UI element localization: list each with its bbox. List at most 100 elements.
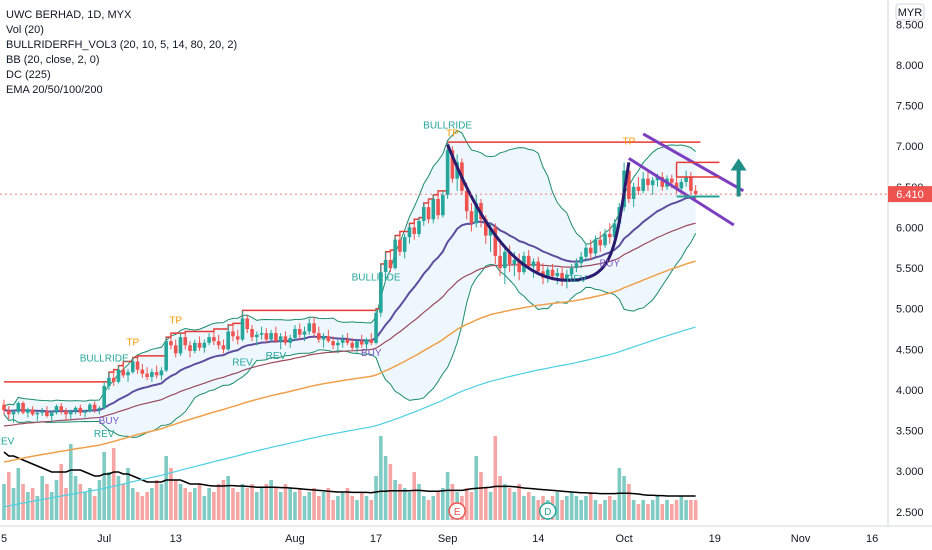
currency-badge[interactable]: MYR: [895, 3, 925, 21]
volume-bar: [302, 496, 307, 520]
volume-bar: [641, 500, 645, 520]
volume-bar: [379, 436, 383, 520]
candle: [331, 336, 335, 350]
volume-bar: [612, 500, 617, 520]
candle-body: [193, 342, 197, 351]
volume-bar: [121, 484, 126, 520]
volume-bar: [107, 472, 111, 520]
candle-body: [545, 269, 550, 278]
signal-label-rev: REV: [94, 429, 115, 440]
event-marker[interactable]: E: [448, 502, 466, 520]
volume-bar: [45, 484, 49, 520]
volume-bar: [59, 464, 64, 520]
signal-label-buy: BUY: [361, 348, 382, 359]
candle: [59, 402, 64, 415]
candle-body: [130, 361, 135, 373]
candle-body: [464, 190, 469, 212]
candle-body: [579, 256, 583, 264]
signal-label-rev: REV: [266, 351, 287, 362]
signal-label-tp: TP: [126, 337, 139, 348]
legend-item-bullrider[interactable]: BULLRIDERFH_VOL3 (20, 10, 5, 14, 80, 20,…: [6, 39, 238, 51]
candle-body: [235, 336, 240, 340]
candle: [297, 323, 302, 340]
legend-item-bollinger[interactable]: BB (20, close, 2, 0): [6, 54, 100, 66]
candle-body: [11, 411, 16, 415]
candle: [684, 170, 688, 187]
volume-bar: [240, 484, 245, 520]
candle: [164, 337, 168, 373]
volume-bar: [188, 492, 192, 520]
candle: [159, 367, 164, 381]
volume-bar: [326, 488, 331, 520]
volume-bar: [374, 476, 378, 520]
candle: [350, 337, 355, 351]
candle: [593, 235, 598, 256]
legend-item-donchian[interactable]: DC (225): [6, 69, 51, 81]
currency-label: MYR: [898, 7, 923, 19]
candle-body: [312, 323, 316, 334]
candle: [531, 258, 536, 278]
candle: [221, 339, 226, 354]
volume-bar: [183, 488, 188, 520]
candle: [421, 203, 426, 226]
candle-body: [16, 402, 21, 412]
candle-body: [35, 412, 40, 415]
candle: [255, 331, 259, 346]
candle-body: [417, 220, 421, 234]
legend-item-ema[interactable]: EMA 20/50/100/200: [6, 84, 103, 96]
candle: [407, 223, 412, 244]
candle-body: [178, 337, 183, 354]
volume-bar: [150, 488, 154, 520]
volume-bar: [650, 500, 655, 520]
volume-bar: [250, 484, 254, 520]
candle-body: [421, 207, 426, 221]
candle-body: [345, 339, 350, 343]
candle-body: [154, 372, 159, 376]
candle: [402, 233, 407, 259]
volume-bar: [579, 500, 583, 520]
candle-body: [684, 177, 688, 182]
candle: [150, 368, 154, 382]
candle-body: [121, 369, 126, 376]
chart-title[interactable]: UWC BERHAD, 1D, MYX: [6, 9, 132, 21]
candle-body: [650, 180, 655, 186]
volume-bar: [565, 496, 569, 520]
candle: [68, 409, 73, 420]
candle-body: [264, 333, 269, 340]
y-tick-label: 8.500: [896, 19, 924, 31]
candle: [569, 264, 574, 278]
y-tick-label: 2.500: [896, 507, 924, 519]
volume-bar: [78, 484, 83, 520]
signal-label-rev: REV: [0, 436, 15, 447]
candle: [102, 381, 106, 410]
volume-bar: [393, 480, 397, 520]
volume-bar: [536, 500, 541, 520]
candle-body: [30, 409, 35, 415]
event-marker[interactable]: D: [539, 502, 557, 520]
candle-body: [321, 336, 326, 340]
candle-body: [627, 170, 631, 199]
legend-item-volume[interactable]: Vol (20): [6, 24, 44, 36]
volume-bar: [64, 488, 68, 520]
volume-bar: [493, 436, 498, 520]
candle: [598, 231, 603, 252]
candle: [441, 190, 445, 218]
candle-body: [374, 312, 378, 343]
volume-bar: [646, 504, 650, 520]
candle-body: [297, 329, 302, 335]
x-tick-label: 5: [1, 533, 7, 545]
volume-bar: [684, 500, 688, 520]
volume-bar: [598, 504, 603, 520]
y-tick-label: 5.500: [896, 263, 924, 275]
candle-body: [183, 337, 188, 346]
volume-bar: [407, 492, 412, 520]
candle-body: [59, 406, 64, 412]
volume-bar: [269, 480, 273, 520]
candle-body: [45, 411, 49, 416]
volume-bar: [331, 500, 335, 520]
candle: [259, 326, 264, 340]
candle: [35, 411, 40, 421]
volume-bar: [531, 496, 536, 520]
volume-bar: [350, 496, 355, 520]
